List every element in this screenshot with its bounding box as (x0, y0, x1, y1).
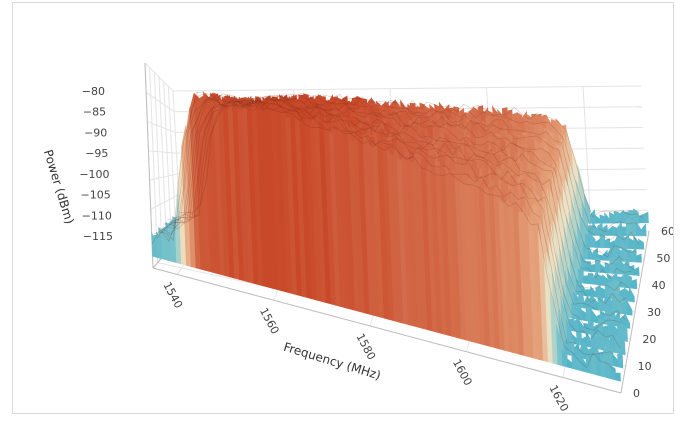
left-wall-gridline (167, 86, 177, 242)
back-wall-gridline (582, 86, 592, 232)
surface-segment (597, 274, 604, 286)
surface-segment (599, 233, 606, 249)
z-tick-label: −100 (79, 168, 109, 181)
surface-segment (633, 266, 640, 276)
surface-segment (587, 272, 594, 285)
left-wall-gridline (153, 72, 163, 258)
surface-segment (611, 225, 618, 236)
z-tick-labels: −80 −85 −90 −95 −100 −105 −110 −115 (79, 85, 113, 243)
surface-segment (590, 308, 597, 323)
x-tick-label: 1620 (546, 383, 571, 413)
surface-segment (626, 274, 633, 289)
surface-segment (578, 268, 585, 284)
chart-frame: −80 −85 −90 −95 −100 −105 −110 −115 1540 1560 158… (12, 2, 674, 414)
surface-segment (631, 247, 638, 263)
surface-segment (599, 286, 606, 299)
surface-segment (604, 212, 611, 224)
surface-segment (621, 323, 628, 343)
trace-crest-line (151, 91, 616, 373)
surface-segment (607, 346, 614, 367)
surface-segment (613, 210, 620, 224)
surface-segment (595, 238, 601, 248)
trace-crest-line (165, 96, 630, 291)
trace-crest-line (172, 94, 637, 258)
surface-segment (616, 221, 623, 236)
x-tick-label: 1600 (450, 357, 475, 388)
surface-segment (566, 358, 573, 369)
surface-segment (160, 230, 168, 261)
x-tick-labels: 1540 1560 1580 1600 1620 (160, 280, 571, 413)
surface-segment (615, 372, 621, 382)
left-wall-gridline (163, 81, 173, 247)
surface-chart: −80 −85 −90 −95 −100 −105 −110 −115 1540 1560 158… (41, 62, 673, 413)
y-tick-label: 40 (652, 279, 666, 292)
surface-segment (632, 208, 640, 224)
axis-edge (620, 230, 650, 394)
trace-crest-line (153, 92, 618, 357)
x-tick-label: 1580 (353, 331, 378, 362)
z-tick-label: −95 (85, 147, 108, 160)
surface-segment (636, 253, 642, 263)
surface-segment (585, 289, 592, 297)
surface-segment (595, 361, 602, 377)
surface-segment (619, 335, 626, 356)
surface-segment (583, 275, 589, 285)
surface-segment (580, 309, 587, 322)
surface-segment (571, 299, 578, 320)
trace-crest-line (179, 92, 644, 219)
surface-segment (594, 214, 601, 224)
trace-crest-line (167, 95, 632, 279)
surface-layer (151, 91, 649, 382)
z-axis-title: Power (dBm) (41, 148, 77, 226)
trace-crest-line (177, 96, 641, 233)
trace-crest-line (163, 96, 627, 305)
surface-segment (626, 300, 633, 316)
x-tick-label: 1540 (160, 280, 185, 311)
z-tick-label: −85 (83, 106, 106, 119)
y-tick-label: 60 (661, 225, 673, 238)
left-wall-gridline (149, 67, 159, 263)
back-wall-gridline (172, 85, 642, 92)
z-tick-label: −105 (80, 189, 110, 202)
trace-crest-line (170, 96, 635, 270)
surface-segment (642, 211, 649, 224)
surface-segment (640, 223, 647, 237)
axis-edge (152, 267, 622, 394)
surface-segment (590, 263, 597, 273)
z-tick-label: −80 (82, 85, 105, 98)
surface-segment (621, 226, 628, 236)
surface-segment (609, 256, 616, 274)
surface-segment (631, 279, 638, 290)
y-tick-label: 30 (647, 306, 661, 319)
surface-segment (597, 294, 604, 312)
surface-segment (638, 238, 645, 250)
y-tick-labels: 0 10 20 30 40 50 60 (633, 225, 673, 400)
trace-crest-line (158, 94, 623, 331)
y-tick-label: 50 (656, 252, 670, 265)
trace-crest-line (156, 93, 621, 349)
z-tick-label: −115 (83, 230, 113, 243)
trace-crest-line (161, 93, 625, 320)
trace-crest-line (175, 94, 640, 245)
y-tick-label: 20 (642, 333, 656, 346)
x-tick-label: 1560 (257, 306, 282, 337)
surface-segment (599, 214, 606, 224)
z-tick-label: −90 (84, 126, 107, 139)
surface-segment (624, 312, 631, 329)
surface-segment (602, 224, 608, 236)
surface-segment (617, 353, 624, 369)
z-tick-label: −110 (82, 209, 112, 222)
y-tick-label: 0 (633, 387, 640, 400)
surface-segment (609, 240, 616, 249)
surface-segment (628, 286, 635, 303)
surface-segment (609, 211, 616, 224)
surface-segment (628, 237, 635, 250)
y-tick-label: 10 (638, 360, 652, 373)
